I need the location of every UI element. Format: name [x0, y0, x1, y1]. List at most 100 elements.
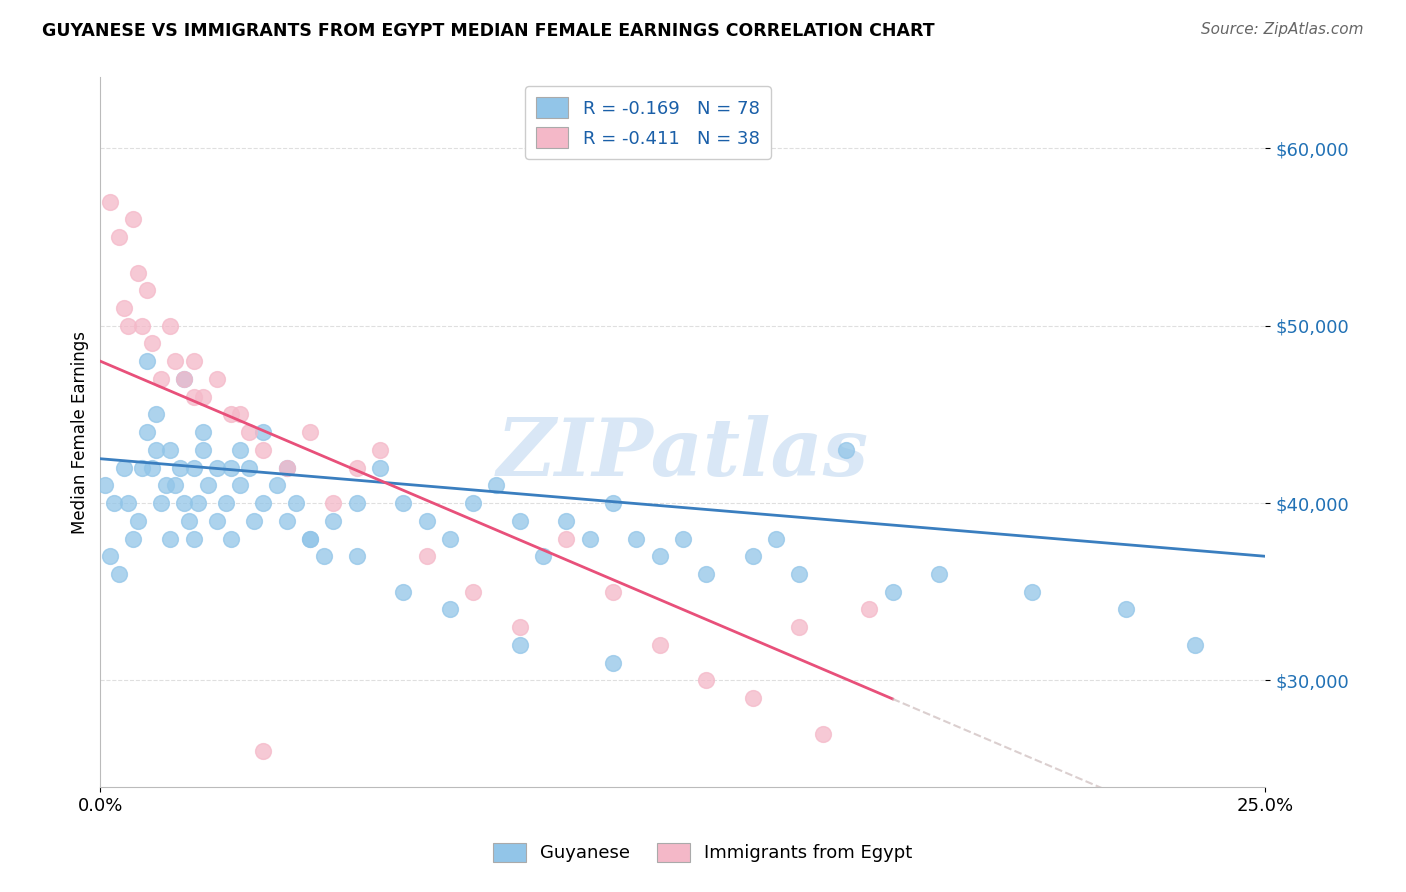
Point: [238, 460, 260, 475]
Point: [648, 549, 671, 564]
Point: [145, 442, 167, 457]
Legend: Guyanese, Immigrants from Egypt: Guyanese, Immigrants from Egypt: [486, 836, 920, 870]
Point: [346, 460, 368, 475]
Point: [136, 283, 159, 297]
Point: [695, 567, 717, 582]
Point: [252, 425, 274, 439]
Point: [578, 532, 600, 546]
Point: [163, 354, 186, 368]
Point: [392, 496, 415, 510]
Point: [928, 567, 950, 582]
Point: [276, 514, 298, 528]
Point: [439, 532, 461, 546]
Point: [555, 514, 578, 528]
Point: [741, 691, 763, 706]
Point: [191, 425, 214, 439]
Point: [835, 442, 858, 457]
Point: [215, 496, 238, 510]
Point: [122, 212, 145, 227]
Point: [122, 532, 145, 546]
Point: [415, 514, 437, 528]
Point: [183, 354, 205, 368]
Point: [98, 549, 121, 564]
Point: [299, 532, 322, 546]
Text: ZIPatlas: ZIPatlas: [496, 415, 869, 492]
Point: [205, 460, 228, 475]
Point: [219, 460, 242, 475]
Point: [173, 372, 195, 386]
Point: [117, 496, 139, 510]
Point: [238, 425, 260, 439]
Point: [1115, 602, 1137, 616]
Text: GUYANESE VS IMMIGRANTS FROM EGYPT MEDIAN FEMALE EARNINGS CORRELATION CHART: GUYANESE VS IMMIGRANTS FROM EGYPT MEDIAN…: [42, 22, 935, 40]
Point: [672, 532, 695, 546]
Point: [131, 460, 153, 475]
Point: [509, 514, 531, 528]
Point: [322, 496, 344, 510]
Point: [243, 514, 266, 528]
Point: [219, 532, 242, 546]
Point: [811, 726, 834, 740]
Point: [219, 408, 242, 422]
Point: [276, 460, 298, 475]
Point: [149, 496, 172, 510]
Point: [127, 514, 149, 528]
Point: [368, 460, 391, 475]
Point: [108, 230, 131, 244]
Point: [439, 602, 461, 616]
Point: [789, 567, 811, 582]
Point: [108, 567, 131, 582]
Point: [173, 496, 195, 510]
Point: [183, 532, 205, 546]
Point: [183, 390, 205, 404]
Point: [299, 532, 322, 546]
Point: [509, 638, 531, 652]
Point: [173, 372, 195, 386]
Point: [741, 549, 763, 564]
Point: [266, 478, 288, 492]
Point: [98, 194, 121, 209]
Point: [882, 584, 904, 599]
Point: [187, 496, 209, 510]
Point: [229, 408, 252, 422]
Point: [299, 425, 322, 439]
Point: [1184, 638, 1206, 652]
Point: [346, 549, 368, 564]
Point: [127, 266, 149, 280]
Point: [163, 478, 186, 492]
Text: Source: ZipAtlas.com: Source: ZipAtlas.com: [1201, 22, 1364, 37]
Point: [169, 460, 191, 475]
Point: [191, 442, 214, 457]
Point: [205, 372, 228, 386]
Point: [191, 390, 214, 404]
Point: [197, 478, 219, 492]
Point: [149, 372, 172, 386]
Point: [159, 318, 181, 333]
Point: [177, 514, 200, 528]
Point: [509, 620, 531, 634]
Point: [695, 673, 717, 688]
Point: [415, 549, 437, 564]
Point: [252, 442, 274, 457]
Point: [858, 602, 880, 616]
Legend: R = -0.169   N = 78, R = -0.411   N = 38: R = -0.169 N = 78, R = -0.411 N = 38: [526, 87, 770, 159]
Point: [252, 744, 274, 758]
Point: [555, 532, 578, 546]
Point: [229, 442, 252, 457]
Point: [117, 318, 139, 333]
Point: [252, 496, 274, 510]
Point: [131, 318, 153, 333]
Point: [463, 584, 485, 599]
Y-axis label: Median Female Earnings: Median Female Earnings: [72, 331, 89, 533]
Point: [94, 478, 117, 492]
Point: [276, 460, 298, 475]
Point: [346, 496, 368, 510]
Point: [602, 496, 624, 510]
Point: [155, 478, 177, 492]
Point: [136, 354, 159, 368]
Point: [322, 514, 344, 528]
Point: [205, 514, 228, 528]
Point: [392, 584, 415, 599]
Point: [112, 301, 135, 315]
Point: [141, 460, 163, 475]
